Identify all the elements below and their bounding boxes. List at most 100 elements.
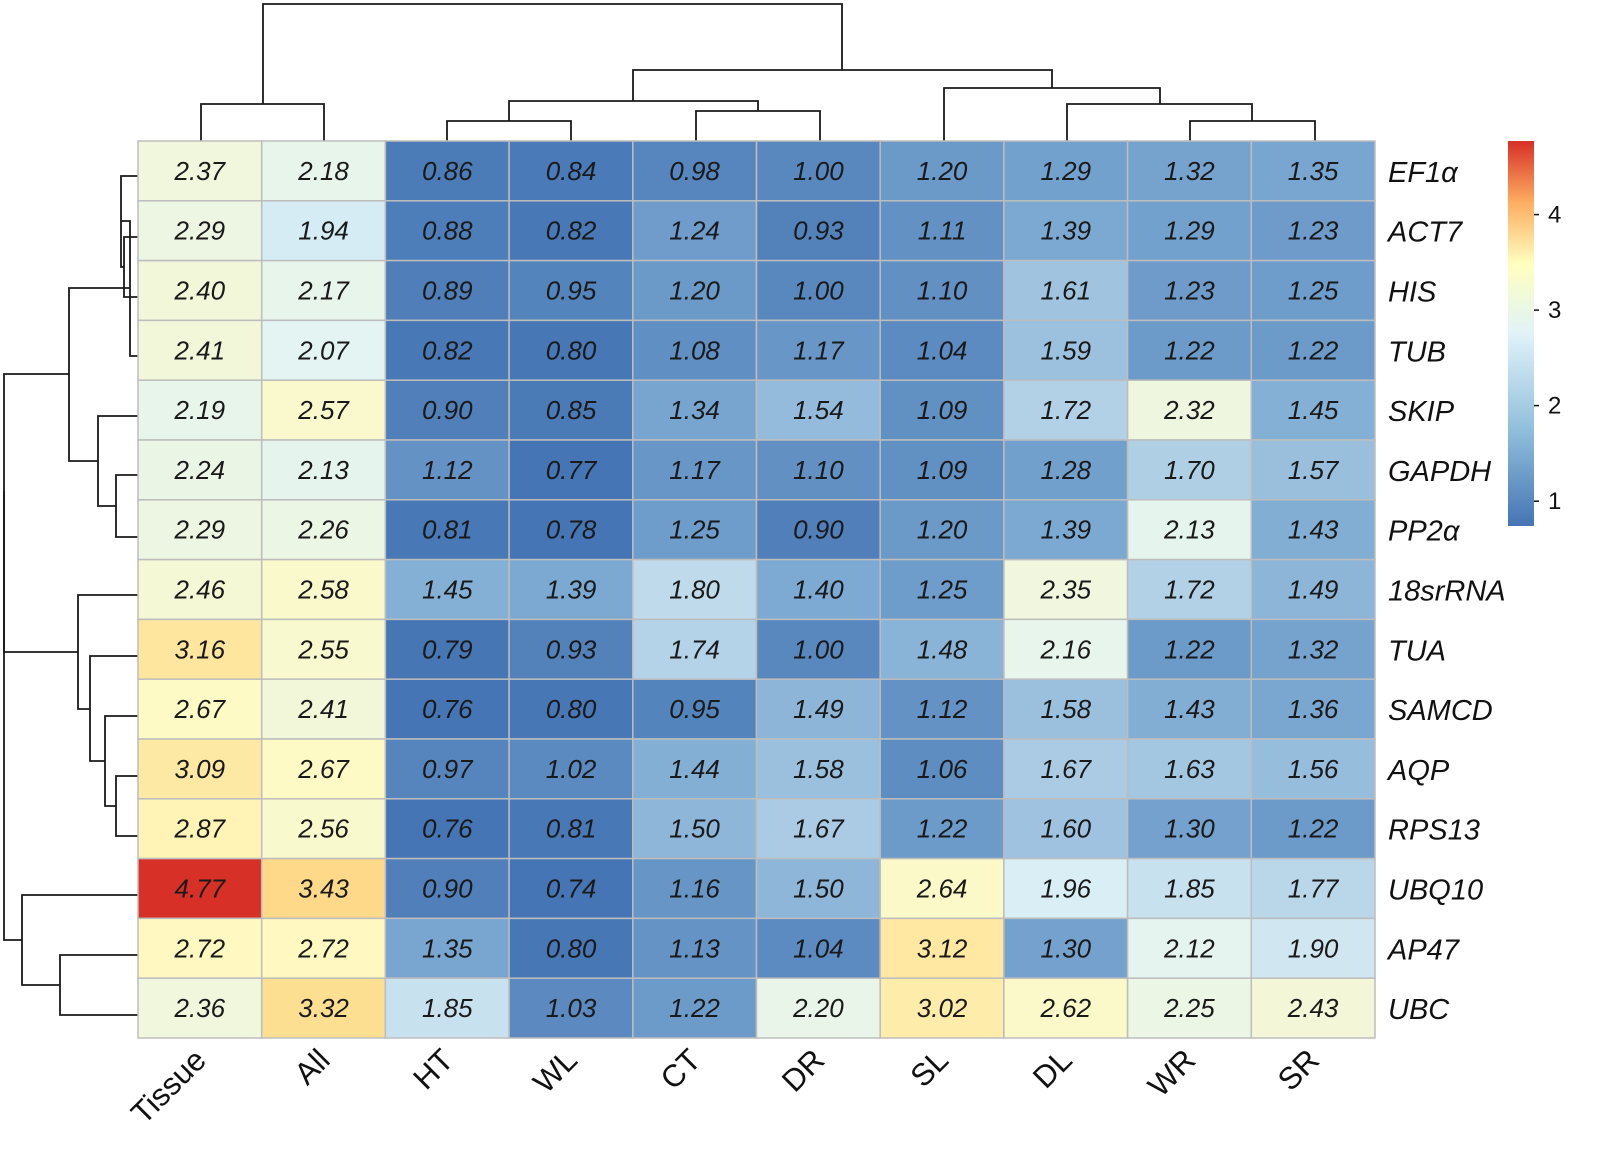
cell-value-label: 0.95 [546, 276, 597, 306]
heatmap-cell [137, 319, 263, 381]
cell-value-label: 2.20 [792, 993, 844, 1023]
heatmap-cell [755, 200, 881, 262]
heatmap-cell [879, 499, 1005, 561]
heatmap-cells [137, 140, 1376, 1039]
heatmap-cell [755, 678, 881, 740]
heatmap-cell [1250, 558, 1376, 621]
cell-value-label: 1.04 [793, 933, 844, 963]
column-label: Tissue [124, 1042, 212, 1130]
heatmap-cell [384, 857, 510, 920]
heatmap-cell [632, 439, 758, 501]
cell-value-label: 1.50 [793, 874, 844, 904]
cell-value-label: 0.93 [546, 634, 597, 664]
heatmap-cell [1250, 140, 1376, 202]
heatmap-cell [1250, 379, 1376, 441]
cell-value-label: 3.12 [917, 933, 968, 963]
cell-value-label: 1.70 [1164, 455, 1215, 485]
heatmap-cell [508, 738, 634, 800]
cell-value-label: 3.43 [298, 874, 349, 904]
heatmap-cell [1126, 618, 1253, 680]
column-label: DR [775, 1042, 831, 1098]
cell-value-label: 1.23 [1288, 216, 1339, 246]
cell-value-label: 0.80 [546, 933, 597, 963]
heatmap-cell [755, 499, 881, 561]
cell-value-label: 3.09 [174, 754, 225, 784]
heatmap-cell [1126, 857, 1253, 920]
heatmap-cell [1003, 678, 1129, 740]
cell-value-label: 2.57 [297, 395, 350, 425]
heatmap-cell [508, 200, 634, 262]
cell-value-label: 0.88 [422, 216, 473, 246]
row-label: TUA [1388, 635, 1446, 667]
cell-value-label: 1.30 [1164, 814, 1215, 844]
heatmap-cell [632, 977, 758, 1039]
column-label: CT [654, 1042, 708, 1096]
cell-value-label: 0.90 [422, 874, 473, 904]
cell-value-label: 0.79 [422, 634, 473, 664]
cell-value-label: 1.10 [793, 455, 844, 485]
heatmap-cell [384, 738, 510, 800]
row-label: SAMCD [1388, 695, 1493, 727]
heatmap-cell [260, 798, 387, 860]
heatmap-cell [879, 259, 1005, 322]
row-label: ACT7 [1386, 217, 1464, 249]
heatmap-cell [384, 798, 510, 860]
cell-value-label: 2.36 [173, 993, 225, 1023]
heatmap-cell [384, 379, 510, 441]
heatmap-cell [879, 618, 1005, 680]
cell-value-label: 1.58 [1040, 694, 1091, 724]
cell-value-label: 1.67 [793, 814, 845, 844]
cell-value-label: 1.60 [1040, 814, 1091, 844]
cell-value-label: 1.20 [917, 156, 968, 186]
cell-value-label: 1.43 [1164, 694, 1215, 724]
heatmap-cell [1126, 379, 1253, 441]
heatmap-cell [1126, 200, 1253, 262]
heatmap-cell [1250, 618, 1376, 680]
heatmap-cell [755, 558, 881, 621]
heatmap-cell [1250, 200, 1376, 262]
heatmap-cell [632, 259, 758, 322]
heatmap-cell [1250, 319, 1376, 381]
heatmap-cell [755, 439, 881, 501]
row-labels: EF1α ACT7 HIS TUB SKIP GAPDH PP2α 18srRNA TUA SAM… [1386, 157, 1506, 1026]
heatmap-cell [879, 319, 1005, 381]
cell-value-label: 1.61 [1040, 276, 1091, 306]
color-legend: 1 2 3 4 [1508, 141, 1561, 526]
cell-value-label: 1.00 [793, 156, 844, 186]
cell-value-label: 2.87 [173, 814, 226, 844]
heatmap-cell [260, 977, 387, 1039]
cell-value-label: 1.39 [1040, 216, 1091, 246]
cell-value-label: 0.90 [793, 515, 844, 545]
heatmap-cell [879, 678, 1005, 740]
heatmap-cell [260, 738, 387, 800]
legend-tick-label: 1 [1548, 488, 1561, 515]
cell-value-label: 1.44 [669, 754, 720, 784]
heatmap-cell [508, 558, 634, 621]
cell-value-label: 1.22 [1288, 335, 1339, 365]
heatmap-cell [632, 678, 758, 740]
heatmap-cell [879, 977, 1005, 1039]
legend-colorbar [1508, 141, 1534, 526]
heatmap-cell [1003, 379, 1129, 441]
cell-value-label: 1.85 [1164, 874, 1215, 904]
cell-value-label: 1.36 [1288, 694, 1339, 724]
heatmap-cell [137, 857, 263, 920]
cell-value-label: 0.77 [546, 455, 598, 485]
cell-value-label: 2.26 [297, 515, 349, 545]
cell-value-label: 1.23 [1164, 276, 1215, 306]
cell-value-label: 2.72 [297, 933, 349, 963]
cell-value-label: 1.08 [669, 335, 720, 365]
cell-value-label: 1.59 [1040, 335, 1091, 365]
heatmap-cell [1250, 917, 1376, 979]
heatmap-cell [137, 917, 263, 979]
heatmap-cell [137, 140, 263, 202]
cell-value-label: 0.80 [546, 335, 597, 365]
column-labels: Tissue All HT WL CT DR SL DL WR SR [124, 1042, 1326, 1131]
legend-tick-label: 4 [1548, 202, 1561, 229]
heatmap-cell [755, 140, 881, 202]
heatmap-cell [755, 798, 881, 860]
cell-value-label: 1.67 [1040, 754, 1092, 784]
cell-value-label: 2.16 [1039, 634, 1091, 664]
cell-value-labels: 2.37 2.18 0.86 0.84 0.98 1.00 1.20 1.29 1.32 1.35… [173, 156, 1339, 1023]
cell-value-label: 0.82 [546, 216, 597, 246]
